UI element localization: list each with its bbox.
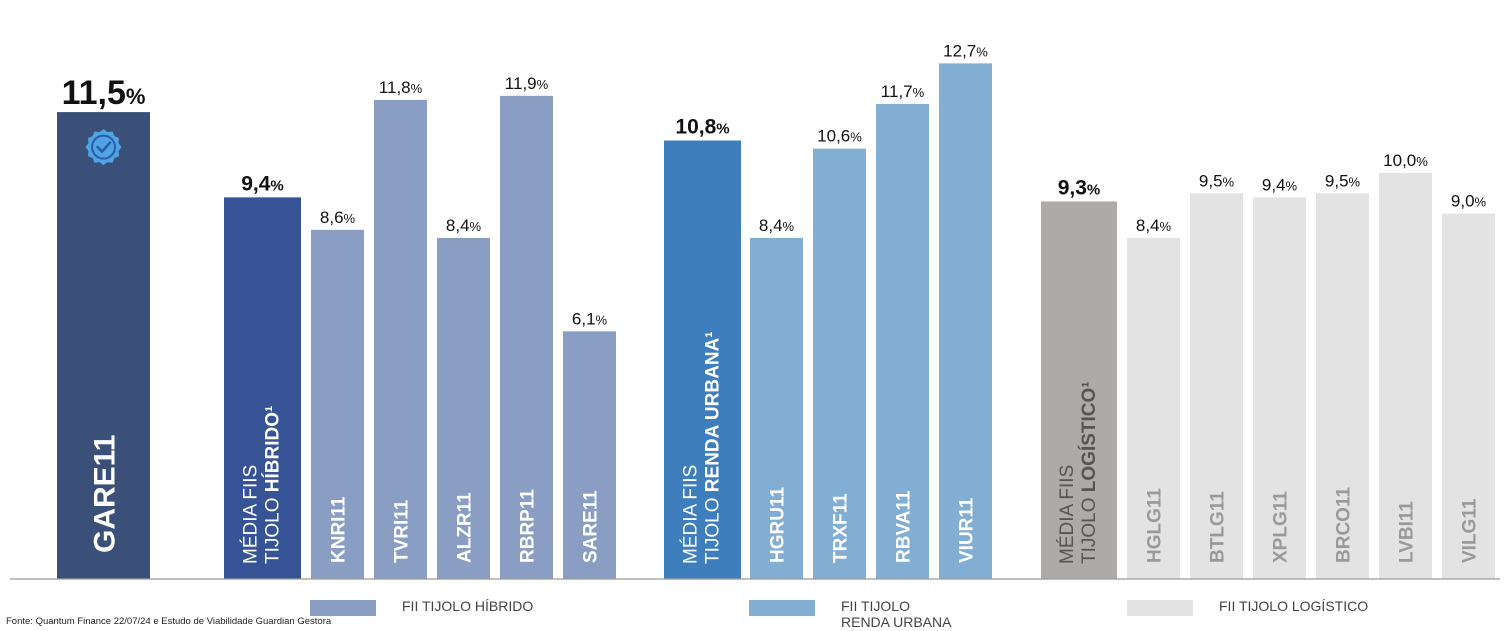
category-label-btlg11: BTLG11 bbox=[1207, 491, 1228, 563]
category-label-line1: MÉDIA FIIS bbox=[1057, 465, 1078, 564]
value-label-sare11: 6,1% bbox=[572, 309, 608, 328]
category-label-lvbi11: LVBI11 bbox=[1396, 501, 1417, 563]
bar-gare11 bbox=[57, 112, 150, 579]
value-label-viur11: 12,7% bbox=[943, 41, 988, 60]
legend-item-logistico: FII TIJOLO LOGÍSTICO bbox=[1127, 598, 1368, 616]
category-label-trxf11: TRXF11 bbox=[830, 493, 851, 563]
bar-xplg11 bbox=[1253, 197, 1306, 580]
bar-alzr11 bbox=[437, 237, 490, 579]
value-label-hglg11: 8,4% bbox=[1136, 216, 1172, 235]
bar-brco11 bbox=[1316, 193, 1369, 580]
legend-swatch-hibrido bbox=[310, 600, 376, 616]
category-label-hgru11: HGRU11 bbox=[767, 487, 788, 563]
bar-average-hibrido bbox=[224, 197, 301, 580]
category-label-average-logistico: MÉDIA FIIS TIJOLO LOGÍSTICO¹ bbox=[1057, 381, 1100, 564]
category-label-average-renda-urbana: MÉDIA FIIS TIJOLO RENDA URBANA¹ bbox=[681, 331, 724, 564]
source-note: Fonte: Quantum Finance 22/07/24 e Estudo… bbox=[6, 616, 332, 627]
bar-average-logistico bbox=[1041, 201, 1117, 580]
category-label-viur11: VIUR11 bbox=[956, 497, 977, 563]
bar-rbrp11 bbox=[500, 95, 553, 580]
category-label-line1: MÉDIA FIIS bbox=[681, 465, 702, 564]
value-label-gare11: 11,5% bbox=[62, 74, 146, 112]
value-label-brco11: 9,5% bbox=[1325, 171, 1361, 190]
category-label-line2: TIJOLO RENDA URBANA¹ bbox=[703, 331, 724, 564]
bar-knri11 bbox=[311, 229, 364, 579]
value-label-average-logistico: 9,3% bbox=[1058, 176, 1101, 199]
bar-hgru11 bbox=[750, 237, 803, 579]
bar-rbva11 bbox=[876, 103, 929, 579]
value-label-trxf11: 10,6% bbox=[817, 127, 862, 146]
category-label-line2: TIJOLO HÍBRIDO¹ bbox=[262, 406, 284, 564]
legend-label-renda-urbana-line2: RENDA URBANA bbox=[841, 614, 952, 630]
category-label-brco11: BRCO11 bbox=[1333, 487, 1354, 563]
legend-item-hibrido: FII TIJOLO HÍBRIDO bbox=[310, 598, 533, 616]
value-label-rbva11: 11,7% bbox=[881, 82, 925, 101]
bar-sare11 bbox=[563, 331, 616, 579]
value-label-vilg11: 9,0% bbox=[1451, 192, 1487, 211]
category-label-line1: MÉDIA FIIS bbox=[241, 465, 262, 564]
value-label-knri11: 8,6% bbox=[320, 208, 356, 227]
value-label-rbrp11: 11,9% bbox=[505, 74, 549, 93]
category-label-hglg11: HGLG11 bbox=[1144, 488, 1165, 563]
value-label-average-renda-urbana: 10,8% bbox=[675, 116, 729, 139]
bar-average-renda-urbana bbox=[664, 140, 741, 579]
category-label-average-hibrido: MÉDIA FIIS TIJOLO HÍBRIDO¹ bbox=[241, 406, 284, 564]
legend-label-logistico: FII TIJOLO LOGÍSTICO bbox=[1219, 598, 1369, 614]
value-label-tvri11: 11,8% bbox=[379, 78, 423, 97]
bar-trxf11 bbox=[813, 148, 866, 579]
value-label-alzr11: 8,4% bbox=[446, 216, 482, 235]
value-label-hgru11: 8,4% bbox=[759, 216, 795, 235]
legend-swatch-logistico bbox=[1127, 600, 1193, 616]
value-label-lvbi11: 10,0% bbox=[1383, 151, 1428, 170]
category-label-alzr11: ALZR11 bbox=[454, 492, 475, 563]
category-label-knri11: KNRI11 bbox=[328, 496, 349, 563]
legend-swatch-renda-urbana bbox=[749, 600, 815, 616]
value-label-xplg11: 9,4% bbox=[1262, 175, 1298, 194]
category-label-rbva11: RBVA11 bbox=[893, 490, 914, 563]
legend-label-hibrido: FII TIJOLO HÍBRIDO bbox=[402, 598, 534, 614]
category-label-sare11: SARE11 bbox=[580, 490, 601, 563]
bar-lvbi11 bbox=[1379, 173, 1432, 579]
value-label-average-hibrido: 9,4% bbox=[241, 172, 284, 195]
bar-hglg11 bbox=[1127, 237, 1180, 579]
category-label-vilg11: VILG11 bbox=[1459, 498, 1480, 563]
bar-tvri11 bbox=[374, 99, 427, 580]
category-label-gare11: GARE11 bbox=[88, 435, 121, 553]
bar-vilg11 bbox=[1442, 213, 1495, 579]
legend-label-renda-urbana: FII TIJOLO RENDA URBANA bbox=[841, 598, 951, 630]
verified-check-badge-icon bbox=[85, 129, 122, 166]
bar-viur11 bbox=[939, 63, 992, 579]
bar-btlg11 bbox=[1190, 193, 1243, 580]
category-label-xplg11: XPLG11 bbox=[1270, 491, 1291, 563]
category-label-tvri11: TVRI11 bbox=[391, 499, 412, 563]
category-label-line2: TIJOLO LOGÍSTICO¹ bbox=[1078, 381, 1100, 564]
legend-item-renda-urbana: FII TIJOLO RENDA URBANA bbox=[749, 598, 951, 630]
category-label-rbrp11: RBRP11 bbox=[517, 489, 538, 563]
legend-label-renda-urbana-line1: FII TIJOLO bbox=[841, 598, 910, 614]
value-label-btlg11: 9,5% bbox=[1199, 171, 1235, 190]
